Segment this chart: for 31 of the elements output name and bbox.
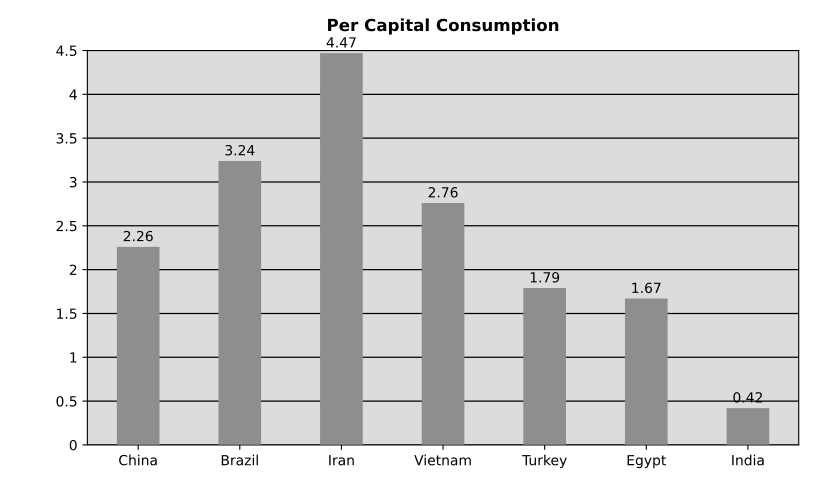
x-tick-label: Turkey <box>522 454 567 468</box>
bar <box>523 288 566 445</box>
data-label: 3.24 <box>225 144 254 156</box>
chart-title: Per Capital Consumption <box>328 18 558 35</box>
y-tick-label: 2 <box>70 264 76 275</box>
bar <box>624 298 668 445</box>
data-label: 1.79 <box>530 272 560 283</box>
y-tick-label: 3.5 <box>56 133 76 144</box>
y-tick-label: 1.5 <box>57 308 76 319</box>
bar <box>726 408 770 445</box>
x-tick-label: Brazil <box>222 454 258 466</box>
x-tick-label: Vietnam <box>414 454 471 466</box>
y-tick-label: 0.5 <box>56 396 76 407</box>
data-label: 2.76 <box>428 187 458 198</box>
data-label: 2.26 <box>124 230 153 242</box>
y-tick-label: 4.5 <box>56 46 76 56</box>
x-tick-label: China <box>119 454 157 466</box>
data-label: 1.67 <box>632 282 661 294</box>
x-tick-label: Iran <box>329 455 354 466</box>
y-tick-label: 2.5 <box>56 220 76 232</box>
y-tick-label: 3 <box>70 176 77 188</box>
bar <box>320 53 363 445</box>
bar <box>116 246 160 445</box>
x-tick-label: Egypt <box>628 455 666 468</box>
bar <box>218 160 262 445</box>
y-tick-label: 1 <box>70 352 76 363</box>
y-tick-label: 0 <box>70 440 77 450</box>
data-label: 4.47 <box>326 37 356 48</box>
x-tick-label: India <box>732 454 764 466</box>
y-tick-label: 4 <box>69 89 77 100</box>
bar <box>422 203 464 445</box>
